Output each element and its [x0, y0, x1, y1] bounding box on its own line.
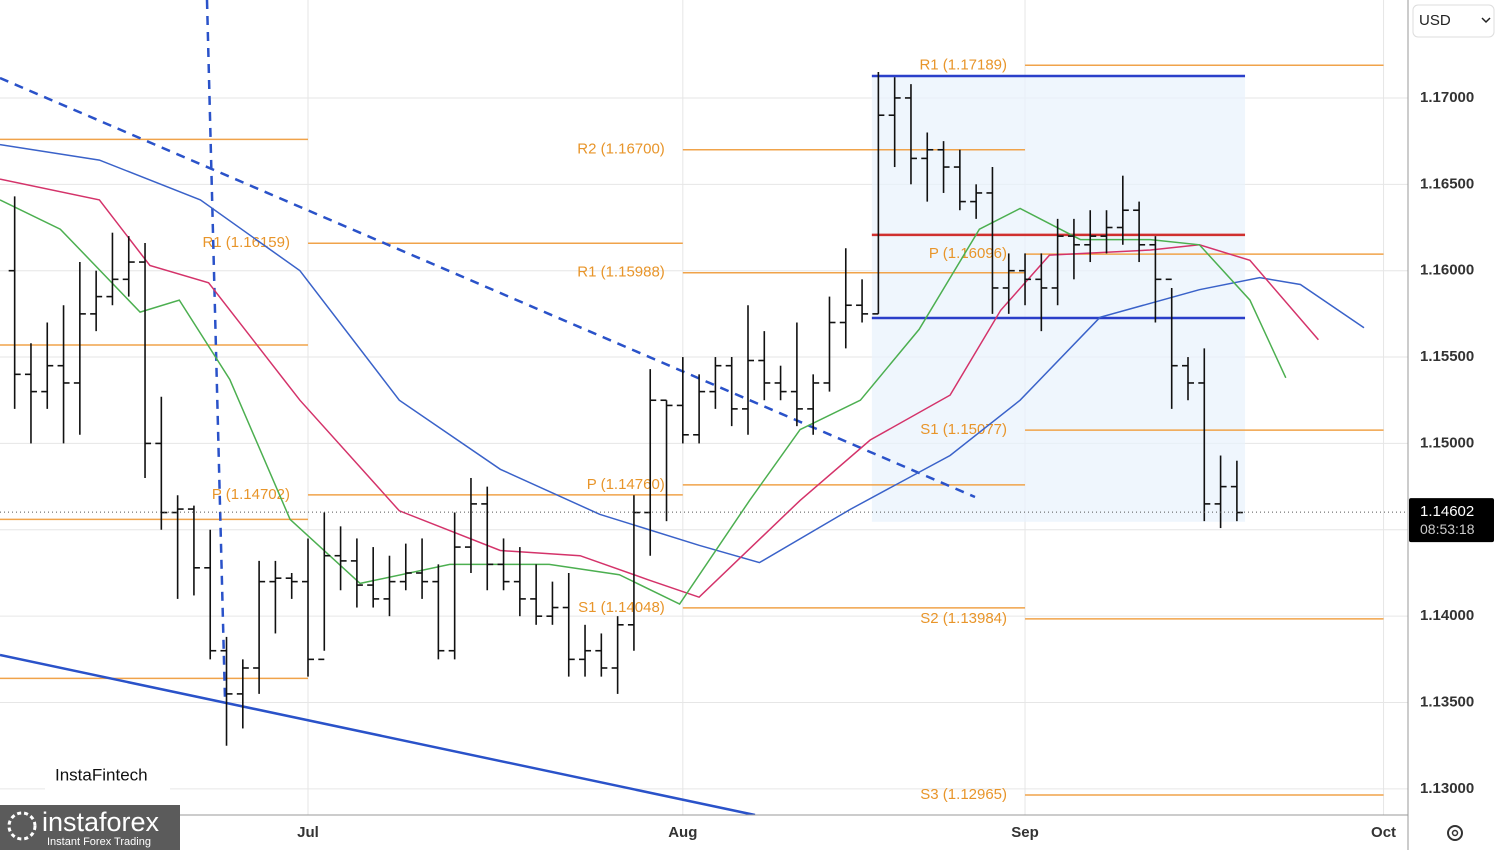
- currency[interactable]: USD: [1419, 12, 1451, 29]
- dropdown-arrow[interactable]: [1481, 17, 1491, 24]
- moving-average: [0, 178, 1319, 599]
- last-price-label: 1.14602: [1420, 503, 1474, 520]
- vertical-dashed-line: [205, 0, 227, 701]
- x-tick-label: Oct: [1371, 824, 1396, 841]
- gear-hub[interactable]: [1451, 829, 1459, 837]
- pivot-label: S3 (1.12965): [920, 786, 1007, 803]
- y-tick-label: 1.14000: [1420, 607, 1474, 624]
- price-axis-panel: [1408, 0, 1500, 850]
- trendline: [0, 653, 756, 817]
- pivot-label: S1 (1.14048): [578, 599, 665, 616]
- pivot-label: P (1.16096): [929, 245, 1007, 262]
- pivot-label: R1 (1.16159): [202, 234, 290, 251]
- logo-icon: [7, 811, 37, 841]
- x-tick-label: Jul: [297, 824, 319, 841]
- settings-button[interactable]: [1447, 825, 1463, 841]
- x-tick-label: Aug: [668, 824, 697, 841]
- y-tick-label: 1.13500: [1420, 694, 1474, 711]
- y-tick-label: 1.17000: [1420, 89, 1474, 106]
- pivot-label: P (1.14760): [587, 476, 665, 493]
- currency-button[interactable]: USD: [1412, 4, 1495, 38]
- pivot-label: R1 (1.15988): [577, 264, 665, 281]
- countdown: 08:53:18: [1420, 521, 1475, 537]
- y-tick-label: 1.15000: [1420, 434, 1474, 451]
- moving-average: [0, 143, 1365, 564]
- pivot-label: S1 (1.15077): [920, 421, 1007, 438]
- pivot-label: S2 (1.13984): [920, 610, 1007, 627]
- moving-average: [0, 199, 1287, 606]
- logo: instaforex: [42, 807, 160, 837]
- pivot-label: R1 (1.17189): [919, 56, 1007, 73]
- y-tick-label: 1.16000: [1420, 262, 1474, 279]
- pivot-levels: R1 (1.17189) R2 (1.16700) R1 (1.16159) P (1…: [0, 56, 1384, 803]
- y-tick-label: 1.13000: [1420, 780, 1474, 797]
- gear-icon[interactable]: [1447, 825, 1463, 841]
- logo-tagline: Instant Forex Trading: [47, 836, 151, 848]
- y-tick-label: 1.15500: [1420, 348, 1474, 365]
- time-axis-panel: [0, 815, 1500, 850]
- currency-box[interactable]: [1412, 4, 1495, 38]
- x-tick-label: Sep: [1011, 824, 1039, 841]
- y-tick-label: 1.16500: [1420, 175, 1474, 192]
- brand: InstaFintech: [55, 765, 148, 784]
- moving-averages: [0, 143, 1365, 606]
- logo-box: [0, 805, 180, 850]
- pivot-label: P (1.14702): [212, 486, 290, 503]
- last-price-box: [1409, 498, 1494, 543]
- brand-box: [45, 742, 170, 802]
- pivot-label: R2 (1.16700): [577, 141, 665, 158]
- price-bars: [0, 72, 1408, 746]
